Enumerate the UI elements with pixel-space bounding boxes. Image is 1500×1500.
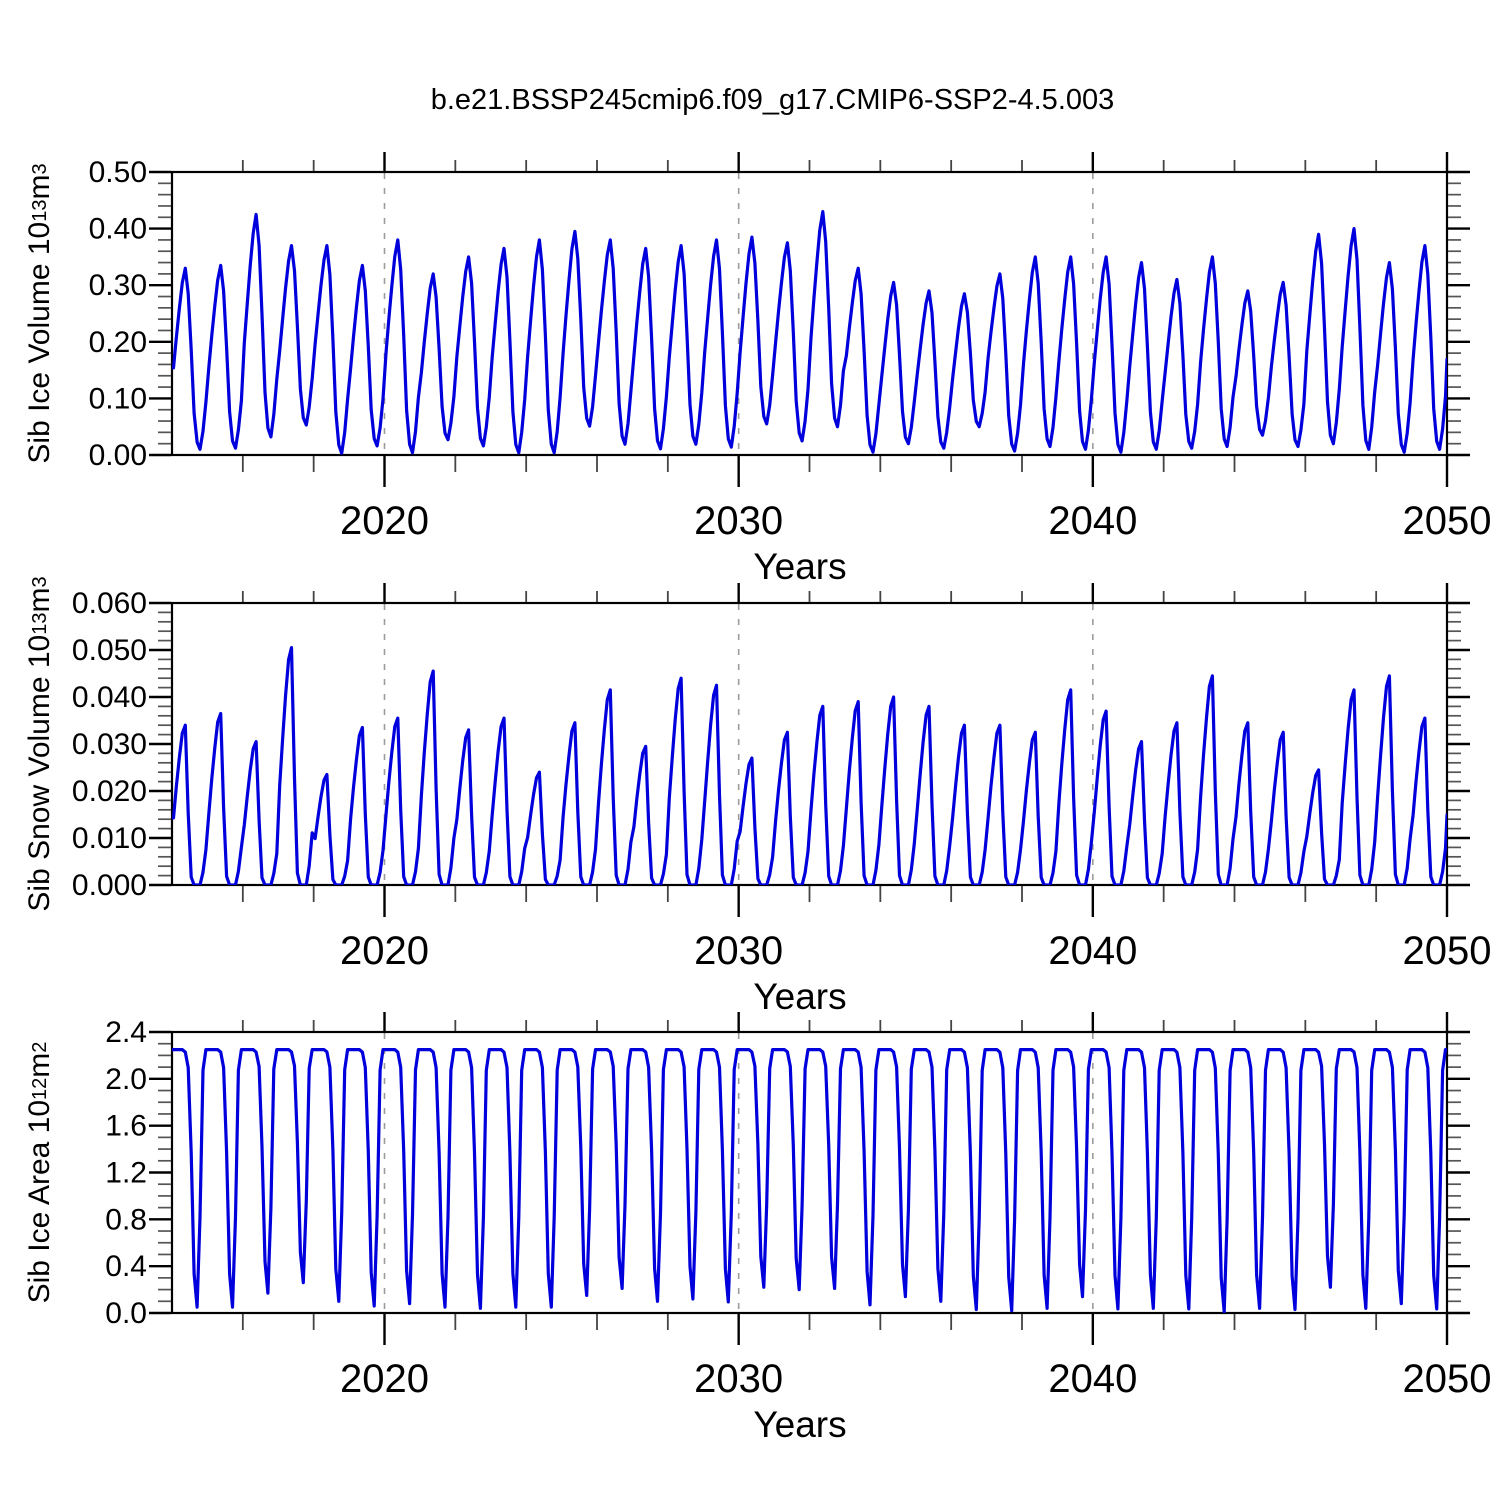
sib-ice-volume-line	[172, 210, 1447, 455]
plot-frame	[170, 1030, 1449, 1315]
sib-ice-area-line	[172, 1047, 1447, 1313]
y-tick-label: 0.40	[89, 213, 147, 246]
y-tick-label: 2.4	[105, 1016, 147, 1049]
y-tick-label: 0.50	[89, 156, 147, 189]
panel-sib-ice-volume: 0.00 0.10 0.20 0.30 0.40 0.50 2020 2030 2040 2050…	[89, 152, 1492, 587]
x-tick-label: 2050	[1403, 929, 1492, 973]
x-tick-label: 2030	[694, 929, 783, 973]
y-tick-label: 0.0	[105, 1297, 147, 1330]
x-tick-label: 2040	[1048, 499, 1137, 543]
y-tick-label: 0.4	[105, 1250, 147, 1283]
x-tick-label: 2040	[1048, 929, 1137, 973]
x-tick-label: 2020	[340, 929, 429, 973]
y-tick-label: 1.2	[105, 1157, 147, 1190]
y-tick-label: 0.020	[72, 775, 147, 808]
x-axis-title: Years	[753, 976, 846, 1017]
x-tick-label: 2030	[694, 1357, 783, 1401]
sib-snow-volume-line	[172, 645, 1447, 885]
figure-title: b.e21.BSSP245cmip6.f09_g17.CMIP6-SSP2-4.…	[430, 84, 1115, 116]
x-tick-label: 2020	[340, 499, 429, 543]
y-tick-label: 0.8	[105, 1203, 147, 1236]
x-axis-title: Years	[753, 546, 846, 587]
y-tick-label: 0.050	[72, 634, 147, 667]
x-tick-label: 2050	[1403, 499, 1492, 543]
y-tick-label: 0.10	[89, 382, 147, 415]
x-tick-label: 2020	[340, 1357, 429, 1401]
plot-frame	[170, 601, 1449, 887]
y-tick-label: 0.060	[72, 587, 147, 620]
panel-sib-snow-volume: 0.000 0.010 0.020 0.030 0.040 0.050 0.060 2020 2…	[72, 583, 1492, 1017]
x-tick-label: 2040	[1048, 1357, 1137, 1401]
plot-frame	[170, 170, 1449, 457]
y-tick-label: 0.20	[89, 326, 147, 359]
x-tick-label: 2030	[694, 499, 783, 543]
y-tick-label: 0.040	[72, 681, 147, 714]
y-tick-label: 0.030	[72, 728, 147, 761]
y-tick-label: 1.6	[105, 1110, 147, 1143]
y-tick-label: 0.000	[72, 869, 147, 902]
x-axis-title: Years	[753, 1404, 846, 1445]
y-tick-label: 0.30	[89, 269, 147, 302]
panel-sib-ice-area: 0.0 0.4 0.8 1.2 1.6 2.0 2.4 2020 2030 2040 2050 Yea…	[105, 1012, 1491, 1445]
y-tick-label: 2.0	[105, 1063, 147, 1096]
x-tick-label: 2050	[1403, 1357, 1492, 1401]
y-tick-label: 0.010	[72, 822, 147, 855]
y-tick-label: 0.00	[89, 439, 147, 472]
